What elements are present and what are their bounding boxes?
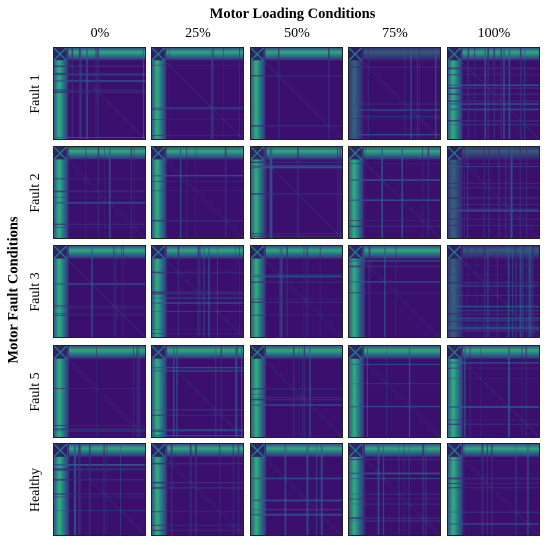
- recurrence-plot-tile: [447, 47, 540, 140]
- column-label: 25%: [185, 26, 211, 41]
- recurrence-plot-tile: [348, 245, 441, 338]
- recurrence-plot-tile: [151, 47, 244, 140]
- column-label: 100%: [477, 26, 511, 41]
- column-label: 0%: [90, 26, 110, 41]
- column-title: Motor Loading Conditions: [209, 6, 376, 22]
- row-title: Motor Fault Conditions: [5, 216, 22, 364]
- recurrence-plot-tile: [151, 146, 244, 239]
- recurrence-plot-tile: [447, 245, 540, 338]
- recurrence-plot-tile: [447, 443, 540, 536]
- row-label: Healthy: [28, 467, 43, 512]
- recurrence-plot-tile: [53, 47, 146, 140]
- recurrence-plot-tile: [348, 345, 441, 438]
- recurrence-plot-tile: [53, 345, 146, 438]
- recurrence-plot-tile: [250, 146, 343, 239]
- column-label: 75%: [382, 26, 408, 41]
- row-label: Fault 5: [28, 371, 43, 412]
- recurrence-plot-tile: [348, 47, 441, 140]
- recurrence-plot-tile: [53, 443, 146, 536]
- recurrence-plot-tile: [348, 146, 441, 239]
- recurrence-plot-tile: [250, 345, 343, 438]
- recurrence-plot-tile: [151, 245, 244, 338]
- row-label: Fault 3: [28, 271, 43, 312]
- recurrence-plot-tile: [151, 345, 244, 438]
- column-label: 50%: [284, 26, 310, 41]
- recurrence-plot-tile: [447, 146, 540, 239]
- row-label: Fault 2: [28, 172, 43, 213]
- recurrence-plot-tile: [250, 443, 343, 536]
- recurrence-plot-tile: [447, 345, 540, 438]
- recurrence-plot-tile: [151, 443, 244, 536]
- recurrence-plot-tile: [348, 443, 441, 536]
- recurrence-plot-tile: [250, 47, 343, 140]
- recurrence-plot-tile: [53, 245, 146, 338]
- row-label: Fault 1: [28, 73, 43, 114]
- recurrence-plot-tile: [53, 146, 146, 239]
- recurrence-plot-tile: [250, 245, 343, 338]
